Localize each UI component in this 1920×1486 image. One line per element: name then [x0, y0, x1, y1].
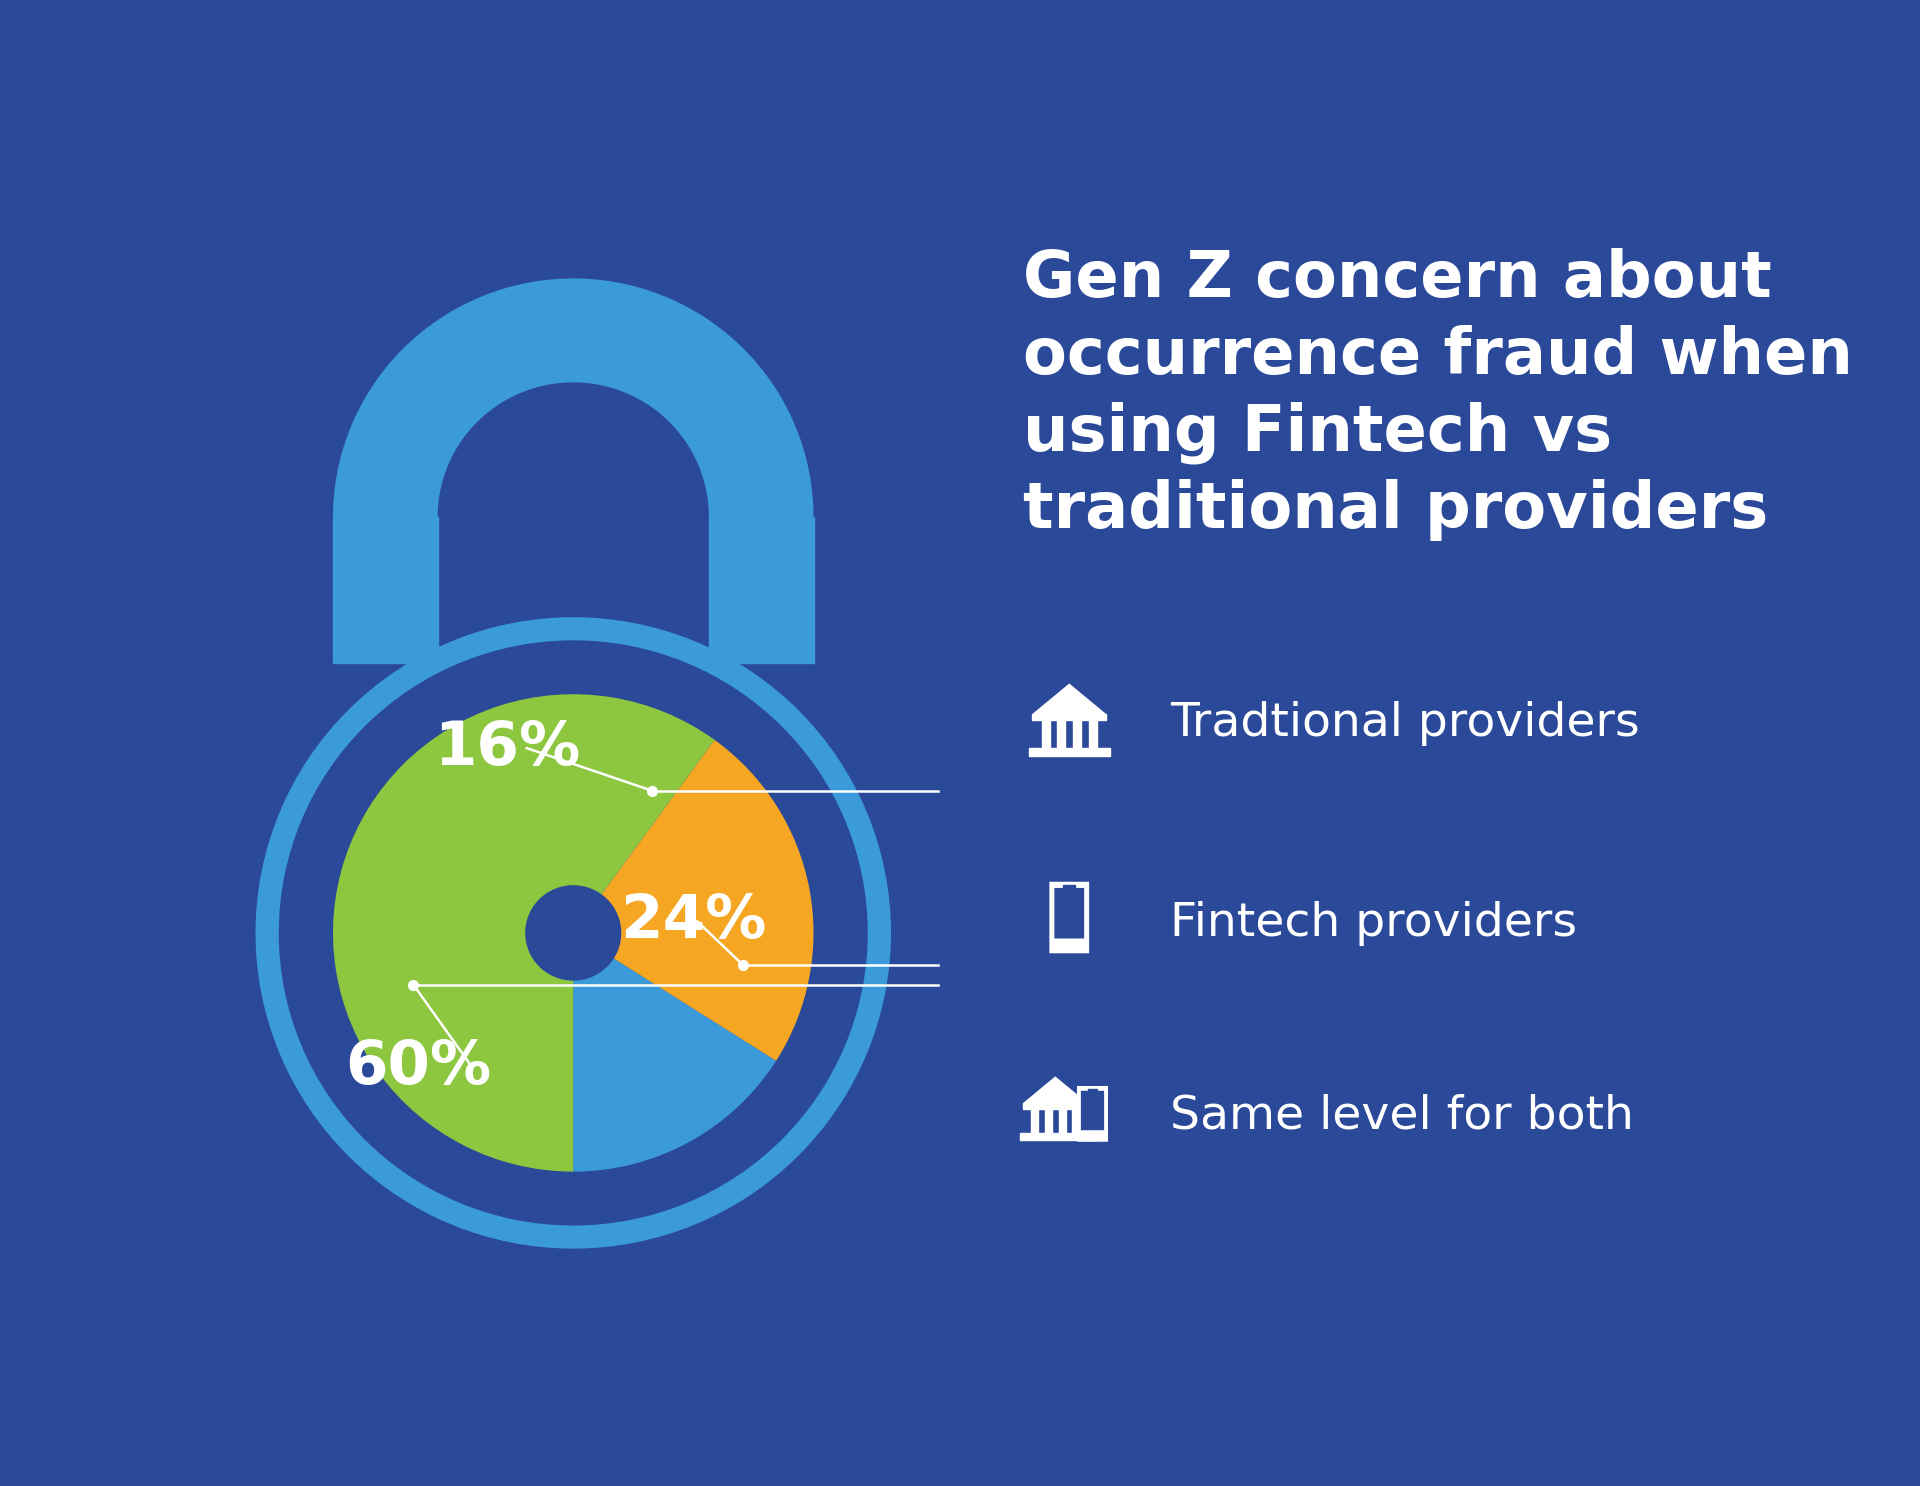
FancyBboxPatch shape — [1081, 1091, 1104, 1131]
Polygon shape — [1020, 1134, 1091, 1140]
Polygon shape — [332, 517, 438, 663]
Polygon shape — [1033, 715, 1106, 721]
Polygon shape — [332, 278, 814, 517]
Polygon shape — [1033, 684, 1106, 715]
Polygon shape — [1089, 721, 1096, 747]
Text: Tradtional providers: Tradtional providers — [1169, 701, 1640, 746]
Polygon shape — [1043, 721, 1050, 747]
Polygon shape — [1023, 1104, 1089, 1109]
Polygon shape — [1058, 1109, 1066, 1134]
Text: 24%: 24% — [620, 892, 766, 951]
Text: 60%: 60% — [346, 1039, 492, 1097]
Polygon shape — [1031, 1109, 1039, 1134]
FancyBboxPatch shape — [1077, 1086, 1108, 1141]
Text: Gen Z concern about: Gen Z concern about — [1023, 248, 1772, 309]
Polygon shape — [1044, 1109, 1052, 1134]
FancyBboxPatch shape — [1054, 889, 1085, 939]
Text: traditional providers: traditional providers — [1023, 478, 1768, 541]
Polygon shape — [1058, 721, 1066, 747]
Polygon shape — [1087, 1089, 1098, 1091]
Wedge shape — [574, 933, 776, 1171]
FancyBboxPatch shape — [1050, 881, 1089, 954]
Circle shape — [1089, 1134, 1096, 1141]
Text: using Fintech vs: using Fintech vs — [1023, 401, 1613, 464]
Polygon shape — [1029, 747, 1110, 755]
Text: Fintech providers: Fintech providers — [1169, 901, 1576, 947]
Polygon shape — [1073, 721, 1081, 747]
Wedge shape — [574, 740, 814, 1061]
Circle shape — [278, 640, 868, 1226]
Text: occurrence fraud when: occurrence fraud when — [1023, 324, 1853, 386]
Polygon shape — [1073, 1109, 1079, 1134]
Circle shape — [255, 617, 891, 1248]
Wedge shape — [332, 694, 714, 1171]
Text: 16%: 16% — [434, 719, 580, 777]
Circle shape — [1064, 944, 1073, 953]
Polygon shape — [1023, 1076, 1089, 1104]
Polygon shape — [1064, 886, 1075, 889]
Polygon shape — [708, 517, 814, 663]
Text: Same level for both: Same level for both — [1169, 1094, 1634, 1138]
Circle shape — [526, 886, 622, 981]
